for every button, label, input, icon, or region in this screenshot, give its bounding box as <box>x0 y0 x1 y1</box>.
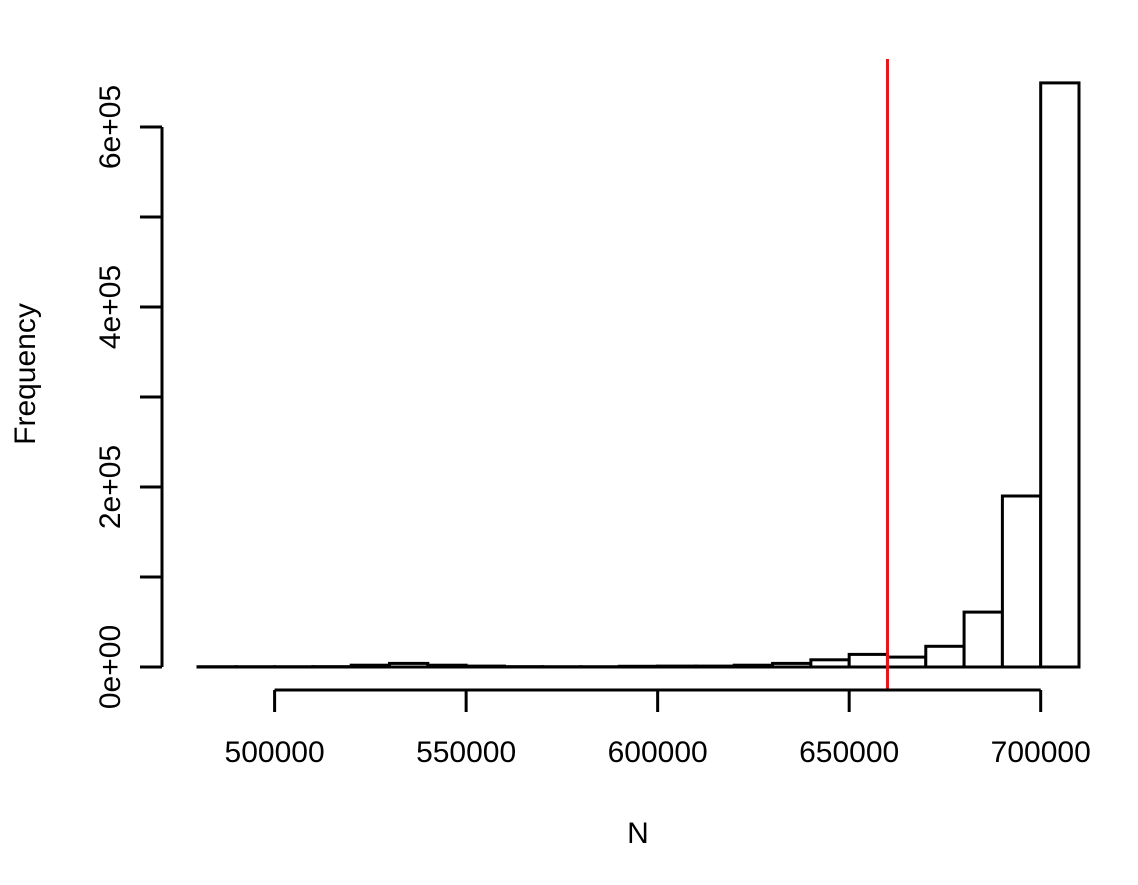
histogram-bar-13 <box>694 664 736 669</box>
y-tick-label-2: 4e+05 <box>94 265 127 349</box>
y-tick-label-0: 0e+00 <box>94 625 127 709</box>
y-axis-title: Frequency <box>9 303 42 445</box>
x-tick-label-4: 700000 <box>991 736 1091 769</box>
histogram-bar-11 <box>617 664 660 669</box>
y-tick-label-3: 6e+05 <box>94 85 127 169</box>
x-axis: 500000 550000 600000 650000 700000 <box>225 688 1091 769</box>
histogram-bar-17 <box>847 652 889 669</box>
histogram-bar-15 <box>771 661 813 669</box>
histogram-bar-12 <box>656 664 698 669</box>
x-tick-label-0: 500000 <box>225 736 325 769</box>
histogram-bar-21 <box>1000 494 1043 669</box>
x-tick-label-1: 550000 <box>416 736 516 769</box>
y-axis: 0e+00 2e+05 4e+05 6e+05 <box>94 85 164 709</box>
histogram-bar-16 <box>809 658 851 669</box>
x-axis-title: N <box>627 817 649 850</box>
histogram-bar-22 <box>1039 81 1081 669</box>
histogram-bar-6 <box>426 663 468 669</box>
histogram-bar-14 <box>732 663 775 669</box>
histogram-bar-19 <box>924 644 966 669</box>
histogram-bar-4 <box>349 663 392 669</box>
x-tick-label-3: 650000 <box>799 736 899 769</box>
histogram-bars <box>196 81 1081 669</box>
histogram-bar-5 <box>388 661 430 669</box>
histogram-bar-18 <box>885 655 928 669</box>
x-tick-label-2: 600000 <box>608 736 708 769</box>
histogram-bar-7 <box>464 664 506 669</box>
histogram-bar-20 <box>962 610 1004 669</box>
y-tick-label-1: 2e+05 <box>94 445 127 529</box>
